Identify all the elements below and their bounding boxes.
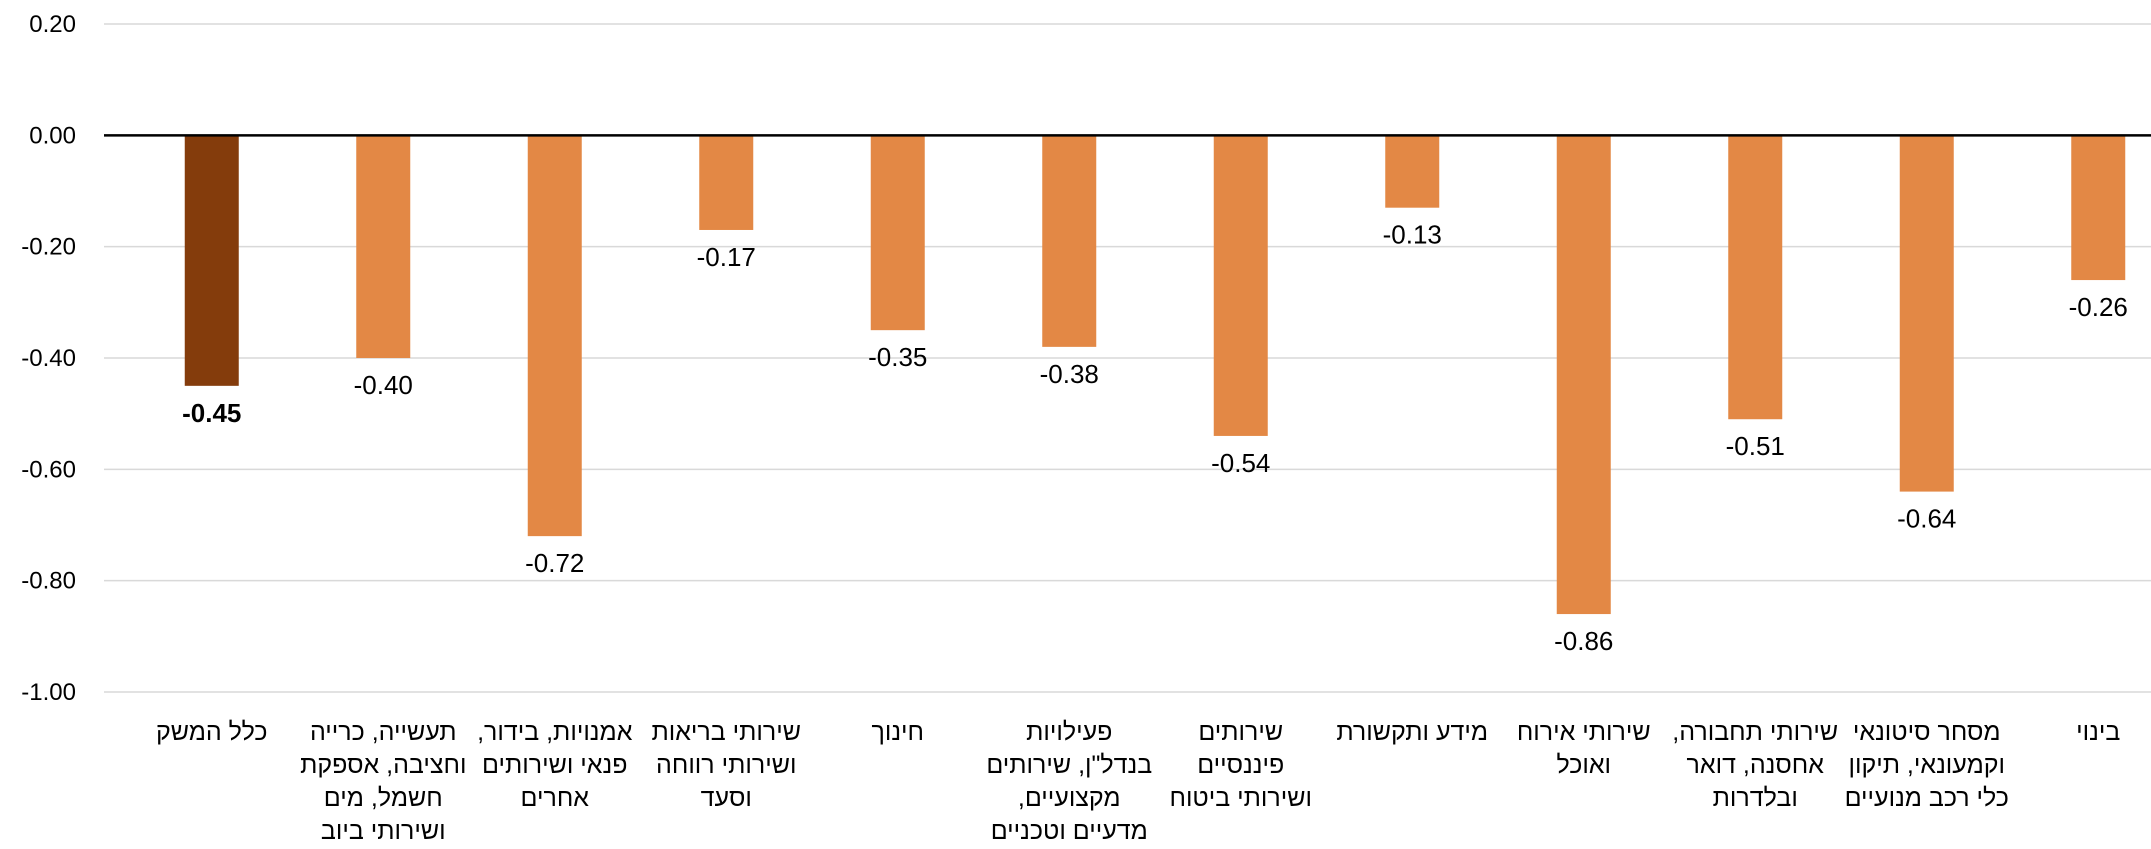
y-tick-label: -0.80 [21,568,76,595]
data-label: -0.45 [182,398,241,428]
bars [184,135,2126,615]
category-label-line: שירותי תחבורה, [1672,718,1838,746]
category-label-line: כלי רכב מנועיים [1845,784,2009,812]
bar [1728,135,1783,420]
y-tick-label: 0.20 [29,11,76,38]
data-label: -0.40 [354,370,413,400]
category-label-line: שירותי אירוח [1517,718,1651,746]
category-label-line: חשמל, מים [324,784,443,812]
y-tick-label: -0.20 [21,234,76,261]
category-label-line: ושירותי ביטוח [1169,784,1312,812]
category-label-line: כלל המשק [156,718,268,746]
category-labels: כלל המשק תעשייה, כרייה וחציבה, אספקת חשמל, … [156,718,2120,845]
grid-lines [104,23,2151,693]
bar [1899,135,1954,492]
category-label: כלל המשק [156,718,268,746]
data-label: -0.38 [1040,359,1099,389]
value-labels: -0.45 -0.40 -0.72 -0.17 -0.35 -0.38 -0.54 -0.13… [182,220,2128,656]
category-label-line: פעילויות [1026,718,1112,746]
category-label-line: שירותי בריאות [651,718,801,746]
category-label-line: וקמעונאי, תיקון [1848,751,2005,779]
data-label: -0.26 [2069,292,2128,322]
category-label: חינוך [871,718,924,746]
bar [527,135,582,537]
category-label-line: ואוכל [1556,751,1611,779]
category-label-line: שירותים [1198,718,1283,746]
category-label-line: אמנויות, בידור, [477,718,633,746]
category-label-line: ושירותי רווחה [656,751,796,779]
bar [1385,135,1440,208]
y-axis-ticks: 0.20 0.00 -0.20 -0.40 -0.60 -0.80 -1.00 [21,11,76,706]
category-label-line: וסעד [701,784,752,812]
bar [1213,135,1268,436]
category-label-line: בינוי [2076,718,2120,746]
data-label: -0.64 [1897,504,1956,534]
category-label: אמנויות, בידור, פנאי ושירותים אחרים [477,718,633,812]
category-label: מסחר סיטונאי וקמעונאי, תיקון כלי רכב מנועי… [1845,718,2009,812]
category-label: מידע ותקשורת [1336,718,1488,746]
bar [356,135,411,358]
bar [1556,135,1611,615]
category-label: שירותי תחבורה, אחסנה, דואר ובלדרות [1672,718,1838,812]
data-label: -0.13 [1383,220,1442,250]
category-label: פעילויות בנדל"ן, שירותים מקצועיים, מדעיים ו… [986,718,1152,845]
category-label: שירותי בריאות ושירותי רווחה וסעד [651,718,801,812]
data-label: -0.86 [1554,626,1613,656]
category-label-line: בנדל"ן, שירותים [986,751,1152,779]
category-label-line: מידע ותקשורת [1336,718,1488,746]
data-label: -0.17 [697,242,756,272]
category-label-line: חינוך [871,718,924,746]
category-label-line: פנאי ושירותים [482,751,627,779]
data-label: -0.51 [1726,431,1785,461]
category-label-line: פיננסיים [1197,751,1284,779]
bar [1042,135,1097,347]
y-tick-label: -0.40 [21,345,76,372]
bar [699,135,754,230]
category-label-line: ובלדרות [1713,784,1798,812]
category-label-line: וחציבה, אספקת [300,751,466,779]
data-label: -0.35 [868,342,927,372]
category-label-line: מסחר סיטונאי [1853,718,2001,746]
category-label: תעשייה, כרייה וחציבה, אספקת חשמל, מים ושירו… [300,718,466,845]
data-label: -0.54 [1211,448,1270,478]
bar [870,135,925,331]
category-label-line: אחרים [521,784,590,812]
y-tick-label: -1.00 [21,679,76,706]
category-label: שירותי אירוח ואוכל [1517,718,1651,779]
bar [2071,135,2126,281]
category-label-line: מקצועיים, [1018,784,1121,812]
category-label-line: מדעיים וטכניים [991,817,1148,845]
category-label-line: ושירותי ביוב [321,817,446,845]
bar [184,135,239,386]
y-tick-label: -0.60 [21,456,76,483]
category-label-line: אחסנה, דואר [1687,751,1825,779]
category-label: שירותים פיננסיים ושירותי ביטוח [1169,718,1312,812]
y-tick-label: 0.00 [29,122,76,149]
data-label: -0.72 [525,548,584,578]
category-label-line: תעשייה, כרייה [310,718,457,746]
category-label: בינוי [2076,718,2120,746]
